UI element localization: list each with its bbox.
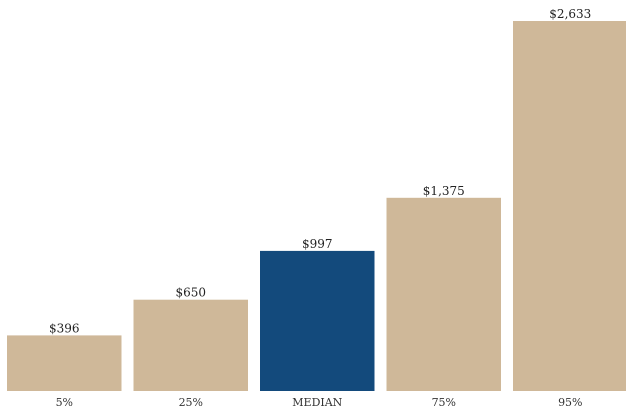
x-tick-label: MEDIAN (292, 396, 342, 409)
value-label: $1,375 (423, 184, 465, 198)
bar-25 (133, 299, 248, 391)
value-label: $396 (49, 321, 80, 335)
value-labels-group: $396 $650 $997 $1,375 $2,633 (49, 7, 591, 335)
value-label: $650 (176, 286, 207, 300)
bar-95 (513, 21, 626, 391)
x-tick-label: 25% (179, 396, 203, 409)
bar-median (260, 250, 375, 391)
bar-5 (7, 335, 122, 391)
x-tick-label: 95% (558, 396, 582, 409)
x-tick-label: 5% (56, 396, 73, 409)
value-label: $2,633 (549, 7, 591, 21)
bars-group (7, 21, 626, 391)
tick-labels-group: 5% 25% MEDIAN 75% 95% (56, 396, 583, 409)
bar-75 (386, 197, 501, 391)
value-label: $997 (302, 237, 333, 251)
x-tick-label: 75% (432, 396, 456, 409)
